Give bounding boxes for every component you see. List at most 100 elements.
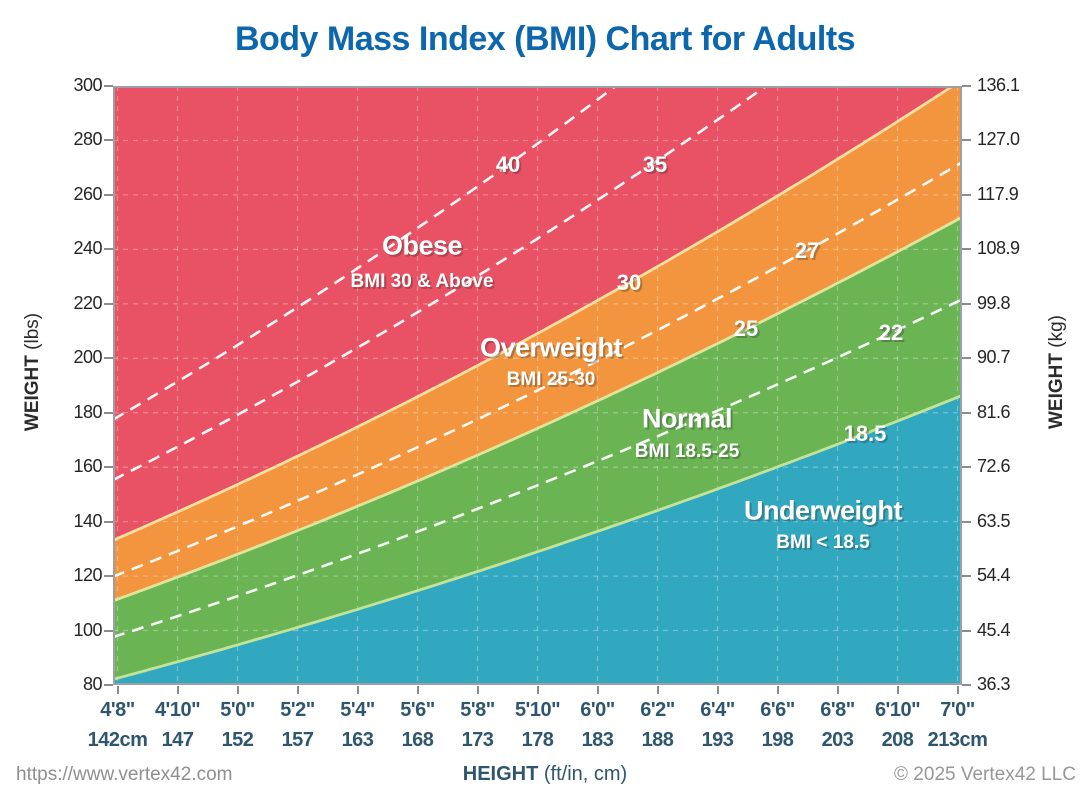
bmi-line-label-30: 30 bbox=[616, 270, 642, 295]
y-tick-label-lbs: 220 bbox=[73, 292, 102, 313]
x-tick-label-ftin: 5'2" bbox=[280, 699, 315, 721]
x-tick-label-ftin: 6'8" bbox=[820, 699, 855, 721]
y-tick-label-kg: 72.6 bbox=[977, 456, 1011, 477]
x-tick-label-ftin: 5'4" bbox=[340, 699, 375, 721]
boundary-line-bmi-25 bbox=[113, 215, 962, 603]
y-tick-left bbox=[104, 466, 113, 469]
x-tick-label-ftin: 6'0" bbox=[580, 699, 615, 721]
y-tick-label-kg: 63.5 bbox=[977, 510, 1011, 531]
region-label-normal: Normal bbox=[641, 403, 733, 434]
y-axis-title-lbs-bold: WEIGHT bbox=[22, 355, 43, 432]
x-axis-title-bold: HEIGHT bbox=[462, 763, 539, 785]
x-tick-label-cm: 188 bbox=[641, 729, 674, 751]
x-tick-label-cm: 142cm bbox=[87, 729, 148, 751]
region-label-bmi-25-30: BMI 25-30 bbox=[506, 369, 596, 390]
y-tick-label-kg: 99.8 bbox=[977, 292, 1011, 313]
footer-url: https://www.vertex42.com bbox=[16, 764, 233, 785]
bmi-dashed-line-40 bbox=[113, 86, 617, 421]
x-tick-label-cm: 198 bbox=[761, 729, 794, 751]
x-tick-label-ftin: 5'8" bbox=[460, 699, 495, 721]
x-tick bbox=[656, 686, 659, 694]
x-tick-label-ftin: 4'10" bbox=[154, 699, 201, 721]
x-tick-label-cm: 178 bbox=[521, 729, 554, 751]
bmi-dashed-line-27 bbox=[113, 161, 962, 578]
y-tick-right bbox=[962, 466, 971, 469]
region-label-bmi-18.5: BMI < 18.5 bbox=[776, 532, 870, 553]
y-tick-label-kg: 108.9 bbox=[977, 238, 1020, 259]
boundary-line-bmi-18.5 bbox=[113, 394, 962, 681]
x-tick-label-cm: 163 bbox=[341, 729, 374, 751]
x-tick-label-cm: 203 bbox=[821, 729, 854, 751]
y-tick-label-lbs: 180 bbox=[73, 401, 102, 422]
x-tick-label-cm: 157 bbox=[281, 729, 314, 751]
y-tick-left bbox=[104, 357, 113, 360]
x-tick bbox=[296, 686, 299, 694]
region-label-overweight: Overweight bbox=[479, 332, 623, 363]
y-tick-label-lbs: 140 bbox=[73, 510, 102, 531]
x-tick bbox=[596, 686, 599, 694]
x-tick bbox=[236, 686, 239, 694]
footer-copyright: © 2025 Vertex42 LLC bbox=[894, 764, 1076, 785]
y-tick-right bbox=[962, 411, 971, 414]
y-tick-label-kg: 54.4 bbox=[977, 565, 1011, 586]
y-axis-title-kg: WEIGHT (kg) bbox=[1046, 315, 1068, 429]
y-tick-label-lbs: 280 bbox=[73, 129, 102, 150]
y-tick-left bbox=[104, 248, 113, 251]
y-tick-label-kg: 117.9 bbox=[977, 183, 1019, 204]
y-tick-right bbox=[962, 575, 971, 578]
bmi-line-label-35: 35 bbox=[642, 152, 668, 177]
x-tick-label-cm: 173 bbox=[461, 729, 494, 751]
y-tick-label-kg: 90.7 bbox=[977, 347, 1011, 368]
bmi-line-label-22: 22 bbox=[878, 320, 904, 345]
y-axis-title-kg-bold: WEIGHT bbox=[1046, 353, 1067, 429]
y-axis-title-lbs: WEIGHT (lbs) bbox=[22, 313, 44, 431]
x-tick bbox=[536, 686, 539, 694]
y-tick-right bbox=[962, 85, 971, 87]
y-tick-label-lbs: 260 bbox=[73, 183, 102, 204]
region-label-bmi-18.5-25: BMI 18.5-25 bbox=[634, 441, 740, 462]
x-tick bbox=[356, 686, 359, 694]
bmi-line-label-18.5: 18.5 bbox=[843, 421, 887, 446]
y-tick-label-kg: 36.3 bbox=[977, 674, 1011, 694]
y-tick-right bbox=[962, 193, 971, 196]
y-tick-right bbox=[962, 629, 971, 632]
y-tick-right bbox=[962, 302, 971, 305]
x-tick bbox=[896, 686, 899, 694]
x-tick-label-cm: 213cm bbox=[927, 729, 988, 751]
bmi-line-label-27: 27 bbox=[794, 238, 820, 263]
y-tick-left bbox=[104, 575, 113, 578]
y-tick-label-lbs: 120 bbox=[73, 565, 102, 586]
plot-area: Obese BMI 30 & Above Overweight BMI 25-30 No… bbox=[113, 86, 962, 685]
region-label-bmi-30-above: BMI 30 & Above bbox=[350, 271, 494, 292]
x-axis-title-unit: (ft/in, cm) bbox=[538, 763, 628, 785]
y-tick-label-kg: 136.1 bbox=[977, 75, 1020, 95]
x-tick-label-cm: 152 bbox=[221, 729, 254, 751]
x-tick-label-ftin: 5'0" bbox=[220, 699, 255, 721]
x-tick bbox=[176, 686, 179, 694]
x-tick bbox=[776, 686, 779, 694]
x-tick-label-ftin: 6'2" bbox=[640, 699, 675, 721]
plot-border bbox=[113, 86, 962, 685]
y-tick-right bbox=[962, 248, 971, 251]
y-tick-left bbox=[104, 411, 113, 414]
y-tick-right bbox=[962, 520, 971, 523]
x-tick-label-cm: 147 bbox=[161, 729, 194, 751]
x-tick-label-ftin: 6'6" bbox=[760, 699, 795, 721]
region-label-underweight: Underweight bbox=[743, 495, 903, 526]
y-tick-label-kg: 127.0 bbox=[977, 129, 1020, 150]
region-label-obese: Obese bbox=[381, 230, 463, 261]
y-tick-left bbox=[104, 629, 113, 632]
bmi-line-label-25: 25 bbox=[733, 316, 759, 341]
y-tick-label-kg: 45.4 bbox=[977, 619, 1011, 640]
x-tick-label-ftin: 7'0" bbox=[940, 699, 975, 721]
x-tick-label-ftin: 5'6" bbox=[400, 699, 435, 721]
x-tick-label-ftin: 5'10" bbox=[514, 699, 561, 721]
x-tick bbox=[956, 686, 959, 694]
x-tick-label-cm: 193 bbox=[701, 729, 734, 751]
boundary-line-bmi-30 bbox=[113, 86, 954, 542]
x-tick-label-ftin: 4'8" bbox=[100, 699, 135, 721]
x-tick bbox=[476, 686, 479, 694]
region-fill-underweight bbox=[113, 395, 962, 685]
y-tick-left bbox=[104, 193, 113, 196]
